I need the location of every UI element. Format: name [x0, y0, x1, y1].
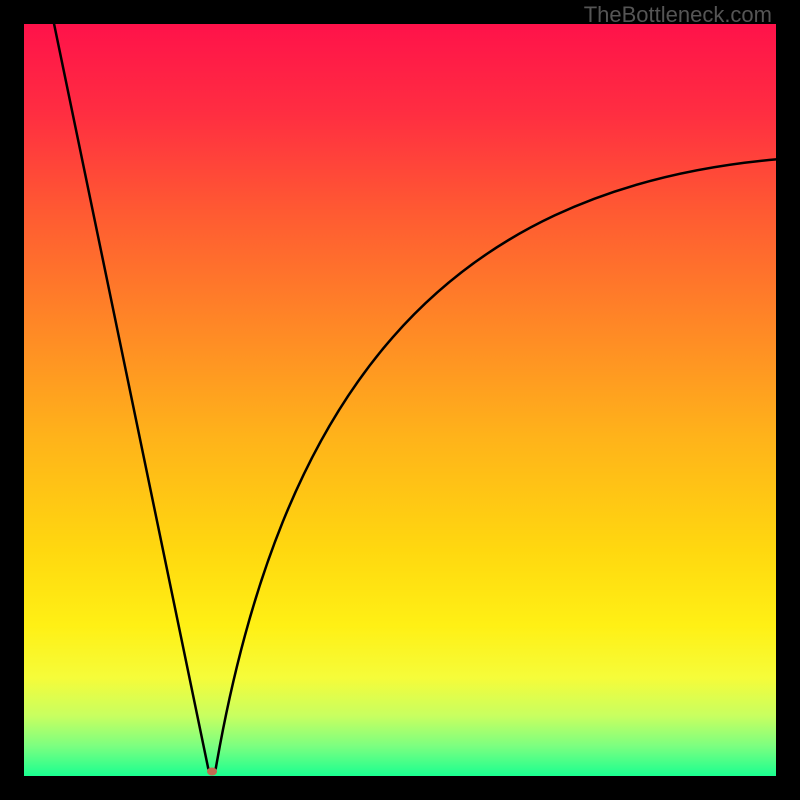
watermark-text: TheBottleneck.com	[584, 2, 772, 28]
chart-svg	[24, 24, 776, 776]
minimum-marker	[207, 767, 217, 775]
chart-background	[24, 24, 776, 776]
bottleneck-chart	[24, 24, 776, 776]
